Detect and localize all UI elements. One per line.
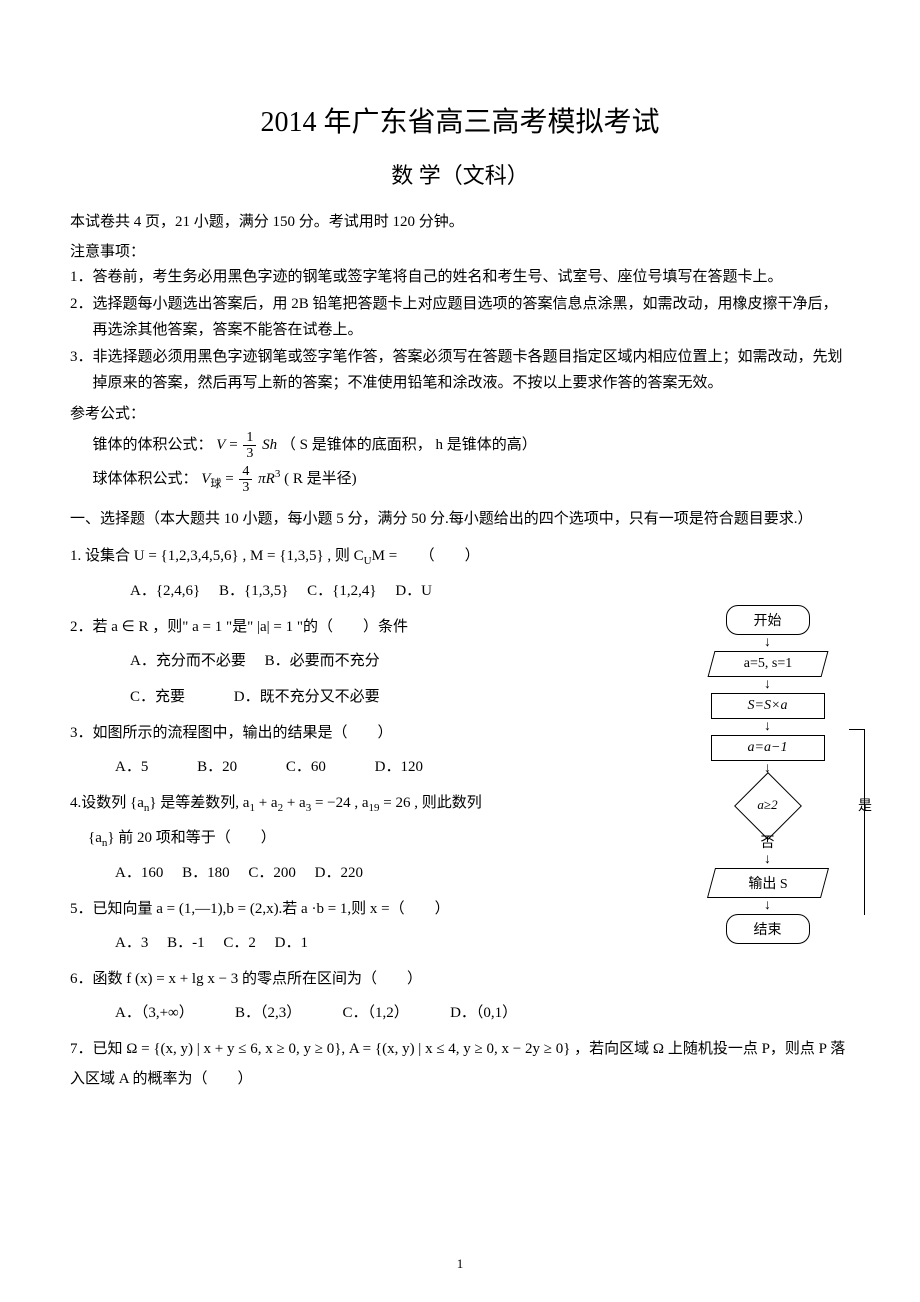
formulas-heading: 参考公式： — [70, 402, 850, 423]
sphere-exp: 3 — [275, 468, 281, 480]
frac-den: 3 — [239, 480, 252, 495]
q5-opt-a: A．3 — [115, 935, 148, 951]
flowchart-init: a=5, s=1 — [707, 651, 828, 677]
cond-expr: a≥2 — [757, 797, 777, 812]
frac-num: 1 — [243, 430, 256, 446]
cone-note: （ S 是锥体的底面积， h 是锥体的高） — [281, 437, 537, 453]
q4-a: 4.设数列 {a — [70, 795, 144, 811]
q1-stem: 1. 设集合 U = {1,2,3,4,5,6} , M = {1,3,5} ,… — [70, 548, 364, 564]
flowchart-end: 结束 — [726, 914, 810, 944]
notice-item-1: 1．答卷前，考生务必用黑色字迹的钢笔或签字笔将自己的姓名和考生号、试室号、座位号… — [70, 265, 850, 291]
q1-opt-a: A．{2,4,6} — [130, 583, 200, 599]
q2-opt-a: A．充分而不必要 — [130, 653, 246, 669]
question-2-options-2: C．充要 D．既不充分又不必要 — [70, 682, 660, 712]
arrow-down-icon: ↓ — [685, 899, 850, 913]
flowchart-output-text: 输出 S — [718, 873, 818, 893]
q5-opt-b: B．-1 — [167, 935, 205, 951]
question-3-options: A．5 B．20 C．60 D．120 — [70, 752, 660, 782]
notice-item-2: 2．选择题每小题选出答案后，用 2B 铅笔把答题卡上对应题目选项的答案信息点涂黑… — [70, 292, 850, 343]
question-6: 6．函数 f (x) = x + lg x − 3 的零点所在区间为（ ） — [70, 964, 850, 994]
flowchart-step-2-text: a=a−1 — [748, 740, 788, 755]
q4-p2: + a — [283, 795, 306, 811]
q4-opt-c: C．200 — [248, 865, 296, 881]
equals: = — [225, 471, 237, 487]
flowchart-cond-text: a≥2 — [757, 797, 777, 813]
sphere-r: R — [266, 471, 275, 487]
equals: = — [229, 437, 241, 453]
question-4: 4.设数列 {an} 是等差数列, a1 + a2 + a3 = −24 , a… — [70, 788, 660, 819]
q4-p1: + a — [255, 795, 278, 811]
frac-num: 4 — [239, 464, 252, 480]
question-4-line2: {an} 前 20 项和等于（ ） — [70, 823, 660, 854]
q1-opt-b: B．{1,3,5} — [219, 583, 288, 599]
q4-eq1: = −24 , a — [311, 795, 368, 811]
flowchart-output: 输出 S — [706, 868, 828, 898]
q6-opt-d: D．（0,1） — [450, 1005, 517, 1021]
q1-opt-c: C．{1,2,4} — [307, 583, 376, 599]
q2-opt-c: C．充要 — [130, 689, 185, 705]
question-2-options-1: A．充分而不必要 B．必要而不充分 — [70, 646, 660, 676]
arrow-down-icon: ↓ — [685, 636, 850, 650]
question-4-options: A．160 B．180 C．200 D．220 — [70, 858, 660, 888]
flowchart-step-2: a=a−1 — [711, 735, 825, 761]
cone-sh: Sh — [262, 437, 277, 453]
q4-opt-a: A．160 — [115, 865, 163, 881]
q3-opt-c: C．60 — [286, 759, 326, 775]
frac-den: 3 — [243, 446, 256, 461]
arrow-down-icon: ↓ — [685, 720, 850, 734]
sphere-note: ( R 是半径) — [284, 471, 357, 487]
section-1-title: 一、选择题（本大题共 10 小题，每小题 5 分，满分 50 分.每小题给出的四… — [70, 506, 850, 533]
sphere-pi: π — [258, 471, 266, 487]
q1-stem2: M = （ ） — [372, 548, 480, 564]
arrow-down-icon: ↓ — [685, 678, 850, 692]
frac-one-third: 1 3 — [243, 430, 256, 462]
question-7: 7．已知 Ω = {(x, y) | x + y ≤ 6, x ≥ 0, y ≥… — [70, 1034, 850, 1094]
flowchart-loop-line — [849, 729, 865, 915]
q4-l2b: } 前 20 项和等于（ ） — [107, 830, 275, 846]
sphere-sub: 球 — [210, 478, 221, 490]
frac-four-thirds: 4 3 — [239, 464, 252, 496]
exam-intro: 本试卷共 4 页，21 小题，满分 150 分。考试用时 120 分钟。 — [70, 210, 850, 236]
flowchart-init-text: a=5, s=1 — [718, 656, 818, 672]
flowchart-decision: a≥2 是 — [685, 782, 850, 828]
flowchart: 开始 ↓ a=5, s=1 ↓ S=S×a ↓ a=a−1 ↓ a≥2 是 否 … — [685, 605, 850, 944]
question-3: 3．如图所示的流程图中，输出的结果是（ ） — [70, 718, 660, 748]
notice-heading: 注意事项： — [70, 240, 850, 261]
q5-opt-d: D．1 — [275, 935, 308, 951]
q4-opt-d: D．220 — [315, 865, 363, 881]
flowchart-step-1: S=S×a — [711, 693, 825, 719]
q4-eq2: = 26 , 则此数列 — [380, 795, 482, 811]
q6-opt-a: A．（3,+∞） — [115, 1005, 186, 1021]
q2-opt-b: B．必要而不充分 — [265, 653, 380, 669]
q6-opt-b: B．（2,3） — [235, 1005, 294, 1021]
question-6-options: A．（3,+∞） B．（2,3） C．（1,2） D．（0,1） — [70, 998, 850, 1028]
question-1-options: A．{2,4,6} B．{1,3,5} C．{1,2,4} D．U — [70, 576, 660, 606]
notice-item-3: 3．非选择题必须用黑色字迹钢笔或签字笔作答，答案必须写在答题卡各题目指定区域内相… — [70, 345, 850, 396]
exam-title: 2014 年广东省高三高考模拟考试 — [70, 100, 850, 140]
exam-subtitle: 数 学（文科） — [70, 158, 850, 190]
q2-opt-d: D．既不充分又不必要 — [234, 689, 380, 705]
q4-sub-19: 19 — [369, 802, 380, 814]
q3-opt-a: A．5 — [115, 759, 148, 775]
page-number: 1 — [457, 1256, 464, 1272]
q4-l2a: {a — [88, 830, 102, 846]
q1-sub: U — [364, 555, 372, 567]
sphere-prefix: 球体体积公式： — [93, 471, 198, 487]
formula-sphere: 球体体积公式： V球 = 4 3 πR3 ( R 是半径) — [70, 462, 850, 496]
question-2: 2．若 a ∈ R ，则" a = 1 "是" |a| = 1 "的（ ）条件 — [70, 612, 660, 642]
q5-opt-c: C．2 — [223, 935, 256, 951]
q3-opt-b: B．20 — [197, 759, 237, 775]
q4-b: } 是等差数列, a — [149, 795, 249, 811]
arrow-down-icon: ↓ — [685, 853, 850, 867]
flowchart-start: 开始 — [726, 605, 810, 635]
q6-opt-c: C．（1,2） — [343, 1005, 402, 1021]
q3-opt-d: D．120 — [375, 759, 423, 775]
flowchart-step-1-text: S=S×a — [748, 698, 788, 713]
q1-opt-d: D．U — [395, 583, 432, 599]
cone-prefix: 锥体的体积公式： — [93, 437, 213, 453]
question-1: 1. 设集合 U = {1,2,3,4,5,6} , M = {1,3,5} ,… — [70, 541, 660, 572]
formula-cone: 锥体的体积公式： V = 1 3 Sh （ S 是锥体的底面积， h 是锥体的高… — [70, 429, 850, 462]
q4-opt-b: B．180 — [182, 865, 230, 881]
cone-var: V — [216, 437, 225, 453]
